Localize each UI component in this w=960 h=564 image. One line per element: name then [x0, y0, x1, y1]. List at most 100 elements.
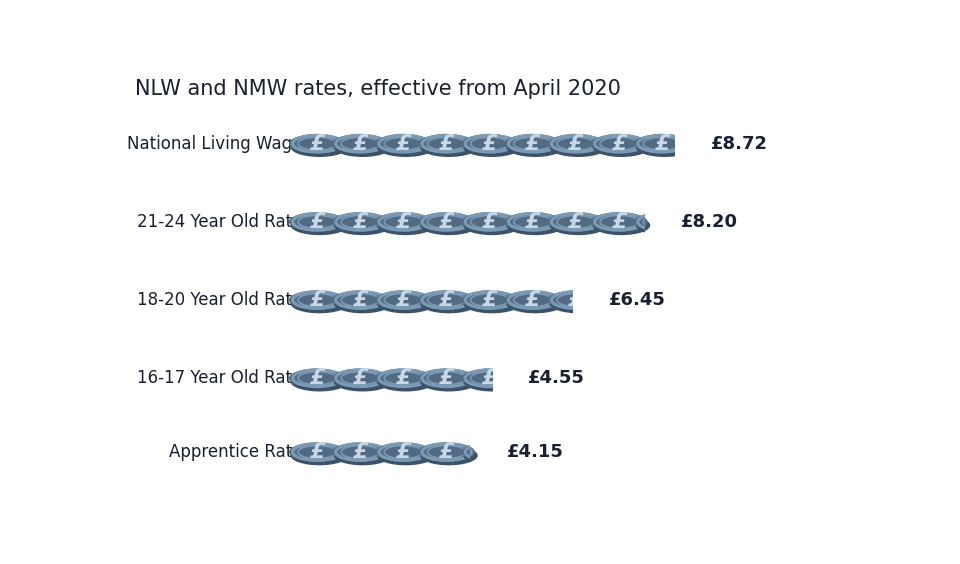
Text: £: £: [612, 212, 627, 232]
Text: £4.15: £4.15: [507, 443, 564, 461]
Text: £: £: [309, 134, 324, 153]
Text: £: £: [655, 134, 670, 153]
Text: £: £: [482, 134, 497, 153]
Ellipse shape: [506, 137, 564, 157]
Ellipse shape: [289, 212, 346, 231]
Ellipse shape: [420, 137, 478, 157]
Text: £: £: [612, 134, 627, 153]
Ellipse shape: [462, 290, 518, 310]
Text: £: £: [396, 290, 411, 310]
Text: £: £: [352, 290, 368, 310]
Text: £: £: [352, 442, 368, 462]
Text: £: £: [568, 290, 584, 310]
Ellipse shape: [419, 134, 475, 153]
Text: £: £: [525, 134, 540, 153]
Ellipse shape: [548, 134, 605, 153]
Ellipse shape: [592, 137, 650, 157]
Ellipse shape: [592, 215, 650, 235]
Text: Apprentice Rate: Apprentice Rate: [169, 443, 302, 461]
Text: £: £: [568, 134, 584, 153]
Text: £: £: [525, 290, 540, 310]
Ellipse shape: [375, 442, 432, 462]
Ellipse shape: [334, 215, 392, 235]
Ellipse shape: [635, 212, 690, 231]
Ellipse shape: [289, 368, 346, 388]
Ellipse shape: [463, 372, 521, 391]
Text: £: £: [309, 290, 324, 310]
Text: £6.45: £6.45: [609, 291, 666, 309]
Text: 21-24 Year Old Rate: 21-24 Year Old Rate: [137, 213, 302, 231]
Ellipse shape: [505, 134, 562, 153]
Text: 16-17 Year Old Rate: 16-17 Year Old Rate: [137, 369, 302, 387]
Ellipse shape: [291, 294, 348, 314]
Text: National Living Wage: National Living Wage: [127, 135, 302, 153]
Ellipse shape: [332, 134, 389, 153]
Ellipse shape: [334, 372, 392, 391]
Ellipse shape: [291, 446, 348, 465]
Ellipse shape: [462, 134, 518, 153]
Text: £: £: [352, 212, 368, 232]
Text: £: £: [482, 212, 497, 232]
Ellipse shape: [419, 368, 475, 388]
Ellipse shape: [636, 215, 693, 235]
Ellipse shape: [462, 442, 518, 462]
Text: £8.20: £8.20: [682, 213, 738, 231]
Ellipse shape: [377, 372, 435, 391]
Text: £: £: [482, 290, 497, 310]
Ellipse shape: [375, 212, 432, 231]
Text: £8.72: £8.72: [710, 135, 768, 153]
Ellipse shape: [463, 137, 521, 157]
Ellipse shape: [334, 137, 392, 157]
Ellipse shape: [463, 446, 521, 465]
Ellipse shape: [549, 137, 607, 157]
Text: £: £: [396, 442, 411, 462]
Text: £: £: [482, 442, 497, 462]
Ellipse shape: [377, 137, 435, 157]
Ellipse shape: [291, 137, 348, 157]
Ellipse shape: [332, 368, 389, 388]
Ellipse shape: [636, 137, 693, 157]
Ellipse shape: [334, 294, 392, 314]
Ellipse shape: [289, 290, 346, 310]
Text: £: £: [439, 368, 454, 388]
Text: £: £: [352, 134, 368, 153]
Ellipse shape: [419, 442, 475, 462]
Ellipse shape: [549, 294, 607, 314]
Ellipse shape: [462, 212, 518, 231]
Bar: [544, 285, 573, 315]
Ellipse shape: [377, 294, 435, 314]
Text: £: £: [482, 368, 497, 388]
Ellipse shape: [463, 215, 521, 235]
Ellipse shape: [375, 290, 432, 310]
Ellipse shape: [332, 442, 389, 462]
Text: £: £: [309, 212, 324, 232]
Ellipse shape: [420, 294, 478, 314]
Ellipse shape: [289, 134, 346, 153]
Ellipse shape: [506, 215, 564, 235]
Ellipse shape: [505, 212, 562, 231]
Ellipse shape: [505, 290, 562, 310]
Text: £: £: [396, 134, 411, 153]
Ellipse shape: [334, 446, 392, 465]
Ellipse shape: [635, 134, 690, 153]
Ellipse shape: [549, 215, 607, 235]
Ellipse shape: [420, 446, 478, 465]
Text: £: £: [568, 212, 584, 232]
Text: £: £: [439, 442, 454, 462]
Bar: [458, 364, 492, 393]
Ellipse shape: [419, 212, 475, 231]
Ellipse shape: [291, 372, 348, 391]
Ellipse shape: [375, 368, 432, 388]
Ellipse shape: [506, 294, 564, 314]
Text: £: £: [396, 212, 411, 232]
Text: £: £: [352, 368, 368, 388]
Ellipse shape: [377, 215, 435, 235]
Ellipse shape: [289, 442, 346, 462]
Ellipse shape: [332, 290, 389, 310]
Ellipse shape: [291, 215, 348, 235]
Ellipse shape: [591, 212, 647, 231]
Ellipse shape: [420, 372, 478, 391]
Text: £: £: [396, 368, 411, 388]
Text: £: £: [439, 134, 454, 153]
Ellipse shape: [377, 446, 435, 465]
